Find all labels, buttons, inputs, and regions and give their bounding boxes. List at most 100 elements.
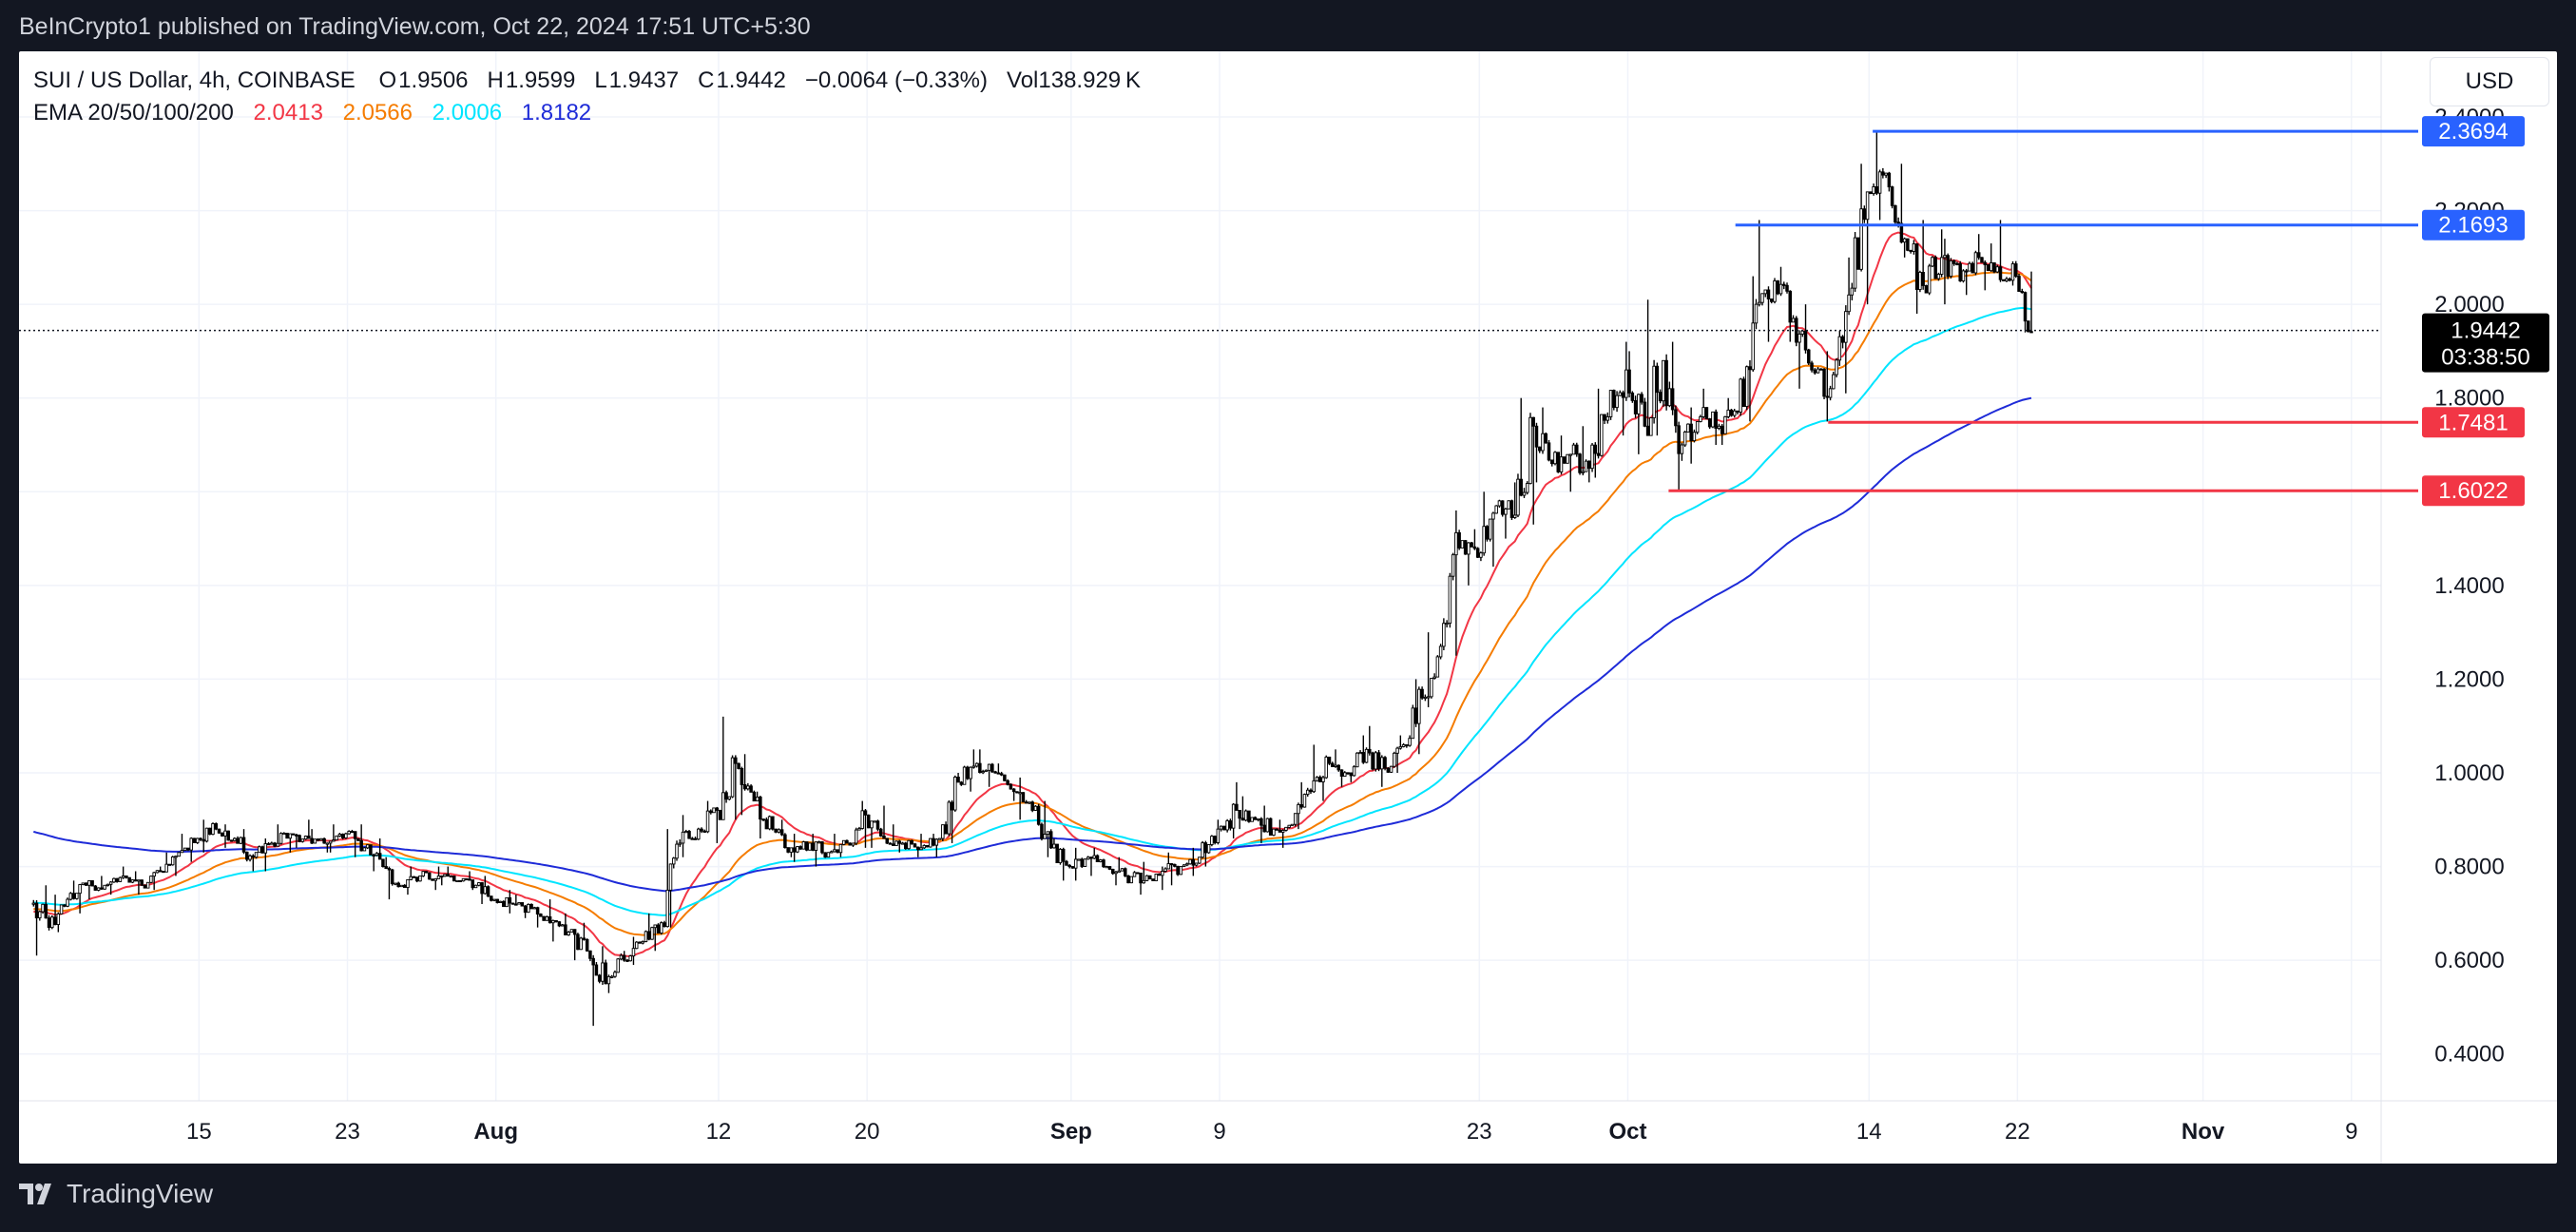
candle-body-down [715, 807, 720, 811]
time-tick-label: 23 [1467, 1119, 1492, 1145]
candle [322, 837, 326, 844]
candle [356, 837, 360, 841]
candle [1500, 500, 1505, 517]
candle-body-up [1701, 407, 1705, 417]
candle [1856, 237, 1860, 270]
candle [894, 840, 898, 846]
candle-body-down [1500, 500, 1505, 515]
candle-body-down [1317, 777, 1322, 782]
candle [337, 833, 342, 837]
candle-body-up [394, 882, 397, 885]
candle [1906, 238, 1910, 252]
candle [195, 837, 200, 844]
candle [1612, 389, 1616, 411]
candle-body-down [167, 863, 172, 866]
candle-body-down [1238, 809, 1241, 819]
candle [1213, 835, 1217, 845]
candle-body-down [199, 837, 202, 840]
candle-body-up [103, 884, 106, 890]
candle-body-up [233, 837, 237, 841]
candle [1061, 847, 1066, 881]
candle [1470, 542, 1473, 548]
candle [1877, 169, 1882, 221]
currency-button[interactable]: USD [2430, 57, 2549, 106]
candle [1243, 809, 1248, 822]
candle-body-up [841, 839, 846, 845]
legend-ema-row: EMA 20/50/100/200 2.0413 2.0566 2.0006 1… [33, 97, 1141, 129]
candle [944, 821, 948, 835]
candle [984, 769, 989, 773]
horizontal-levels[interactable] [1668, 129, 2418, 492]
candle [1432, 673, 1436, 680]
candle-body-down [125, 875, 128, 878]
candle-body-down [1964, 270, 1969, 273]
candle [663, 920, 666, 928]
time-tick-label: 14 [1856, 1119, 1882, 1145]
candle-body-up [50, 916, 54, 929]
candle [569, 929, 574, 934]
candle-body-up [613, 972, 617, 977]
candle [202, 819, 205, 853]
candle-body-up [1448, 575, 1452, 624]
candle [2010, 260, 2015, 286]
candle [767, 815, 772, 831]
price-axis[interactable]: 0.40000.60000.80001.00001.20001.40001.60… [2434, 105, 2504, 1068]
candle [718, 809, 722, 820]
candle [1785, 282, 1789, 294]
candle [1030, 800, 1034, 813]
candle [1240, 796, 1245, 821]
candle-body-down [510, 902, 515, 905]
candle [87, 880, 91, 900]
legend-ema-label[interactable]: EMA 20/50/100/200 [33, 100, 234, 125]
time-axis[interactable]: 15 23 Aug 12 20 Sep 9 23 Oct 14 22 Nov 9 [186, 1119, 2357, 1145]
candle [394, 882, 397, 886]
candle [1881, 167, 1885, 179]
candle-body-down [1262, 824, 1266, 833]
candle [1070, 866, 1075, 869]
candle [1682, 430, 1687, 448]
candle [1287, 824, 1291, 829]
candle-body-up [1608, 390, 1613, 417]
candle-body-down [1677, 425, 1681, 454]
candle-body-down [1862, 208, 1867, 221]
candle-body-down [529, 903, 533, 910]
candle-body-up [665, 889, 670, 928]
candle-body-up [1479, 552, 1483, 558]
candle [878, 827, 883, 837]
candle [1003, 774, 1007, 782]
candle-body-up [1219, 825, 1223, 830]
chart-panel[interactable]: SUI / US Dollar, 4h, COINBASE O1.9506 H1… [19, 51, 2557, 1164]
price-tick-label: 0.8000 [2434, 855, 2504, 880]
candle-body-up [1711, 411, 1715, 428]
candle [817, 840, 821, 844]
candle [390, 868, 394, 886]
candle-body-down [229, 839, 234, 842]
candle-body-up [41, 903, 45, 913]
candle [1894, 204, 1897, 224]
candle-body-down [1810, 362, 1814, 371]
price-chart[interactable]: 0.4000 0.6000 0.8000 1.0000 1.2000 1.4000 1.60… [19, 51, 2557, 1164]
candle-body-down [298, 835, 301, 842]
candle [715, 806, 720, 843]
candle-body-up [254, 852, 259, 858]
candle-body-up [1739, 378, 1742, 413]
candle-body-up [1943, 255, 1947, 259]
candle [372, 853, 375, 872]
candle-body-up [362, 847, 367, 852]
candle-body-down [539, 914, 543, 917]
candle-body-down [913, 843, 917, 848]
ema-20-line [33, 231, 2032, 957]
candle-body-down [84, 882, 88, 886]
candle-body-down [1040, 823, 1044, 839]
candle-body-up [313, 838, 317, 844]
candle [1105, 865, 1108, 869]
candle [1507, 500, 1510, 510]
candle [1188, 858, 1192, 865]
candle [609, 974, 614, 979]
level-price-tag [2422, 116, 2525, 147]
candle-body-up [1290, 823, 1295, 826]
legend-symbol[interactable]: SUI / US Dollar, 4h, COINBASE [33, 67, 356, 93]
candle [1408, 735, 1412, 747]
candle [427, 872, 432, 880]
candle [1374, 750, 1378, 772]
